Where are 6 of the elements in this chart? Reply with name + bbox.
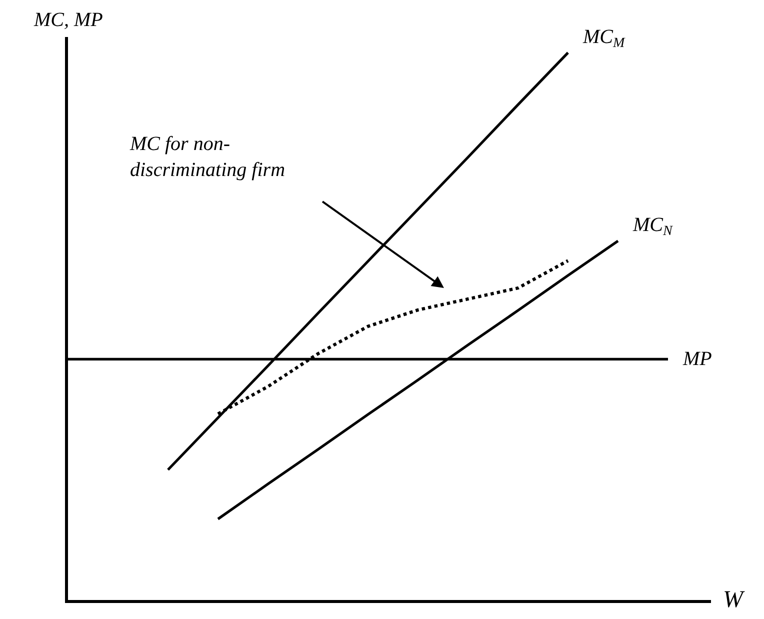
series-label: MP: [682, 348, 712, 370]
y-axis-title: MC, MP: [33, 9, 103, 31]
x-axis-title: W: [723, 587, 745, 613]
series-label: MC$_{N}$: [632, 214, 673, 240]
annotation: MC for non- discriminating firm: [129, 133, 286, 181]
series-label: MC$_{M}$: [582, 26, 626, 52]
